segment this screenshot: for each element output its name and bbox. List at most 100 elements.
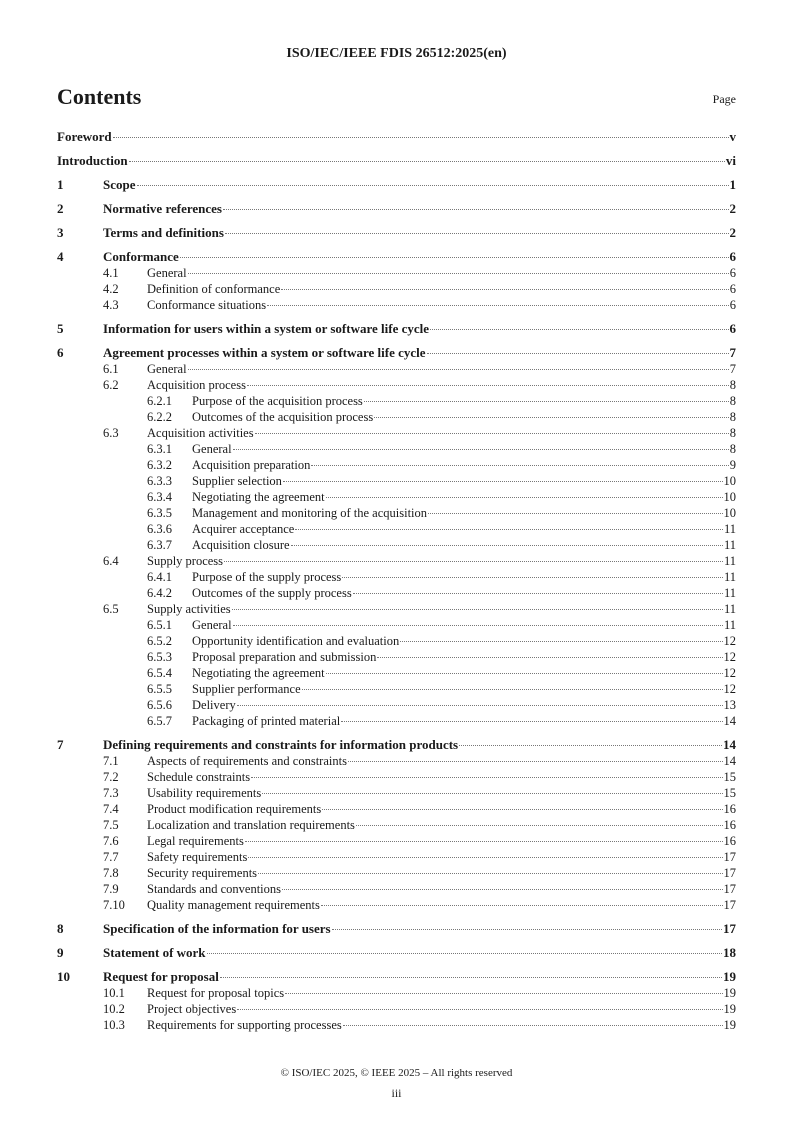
toc-entry[interactable]: 6.5.2 Opportunity identification and eval… [57,633,736,649]
toc-entry[interactable]: 1 Scope 1 [57,177,736,193]
toc-entry-page[interactable]: 11 [723,522,736,536]
toc-entry[interactable]: 6.2.2 Outcomes of the acquisition process… [57,409,736,425]
toc-entry-page[interactable]: 11 [723,570,736,584]
toc-entry[interactable]: 6.5.5 Supplier performance 12 [57,681,736,697]
toc-entry-title[interactable]: Management and monitoring of the acquisi… [192,506,428,520]
toc-entry[interactable]: 7.5 Localization and translation requirem… [57,817,736,833]
toc-entry-page[interactable]: vi [725,153,736,168]
toc-entry-page[interactable]: 19 [723,1002,737,1016]
toc-entry-title[interactable]: Product modification requirements [147,802,322,816]
toc-entry-title[interactable]: Information for users within a system or… [103,321,430,336]
toc-entry-page[interactable]: 17 [723,921,736,936]
toc-entry-page[interactable]: 6 [729,249,737,264]
toc-entry-page[interactable]: 17 [723,882,737,896]
toc-entry-title[interactable]: Supplier selection [192,474,282,488]
toc-entry[interactable]: 7.6 Legal requirements 16 [57,833,736,849]
toc-entry-title[interactable]: Opportunity identification and evaluatio… [192,634,400,648]
toc-entry-title[interactable]: Supply process [147,554,224,568]
toc-entry[interactable]: 4.3 Conformance situations 6 [57,297,736,313]
toc-entry-page[interactable]: 2 [729,225,737,240]
toc-entry[interactable]: Foreword v [57,129,736,145]
toc-entry-page[interactable]: 19 [723,986,737,1000]
toc-entry[interactable]: 6.5.3 Proposal preparation and submission… [57,649,736,665]
toc-entry-title[interactable]: Acquisition process [147,378,246,392]
toc-entry[interactable]: 8 Specification of the information for us… [57,921,736,937]
toc-entry-page[interactable]: 8 [729,394,736,408]
toc-entry-page[interactable]: 13 [723,698,737,712]
toc-entry-title[interactable]: Agreement processes within a system or s… [103,345,426,360]
toc-entry-page[interactable]: 11 [723,618,736,632]
toc-entry-page[interactable]: 19 [723,969,736,984]
toc-entry-title[interactable]: Schedule constraints [147,770,251,784]
toc-entry-page[interactable]: 8 [729,378,736,392]
toc-entry[interactable]: 4.2 Definition of conformance 6 [57,281,736,297]
toc-entry-page[interactable]: 8 [729,442,736,456]
toc-entry-title[interactable]: Foreword [57,129,112,144]
toc-entry-title[interactable]: Acquisition activities [147,426,254,440]
toc-entry[interactable]: 6.3 Acquisition activities 8 [57,425,736,441]
toc-entry-title[interactable]: General [192,442,232,456]
toc-entry-page[interactable]: 2 [729,201,737,216]
toc-entry-page[interactable]: 6 [729,282,736,296]
toc-entry-page[interactable]: 16 [723,834,737,848]
toc-entry-title[interactable]: Terms and definitions [103,225,224,240]
toc-entry-page[interactable]: 12 [723,666,737,680]
toc-entry-title[interactable]: Delivery [192,698,236,712]
toc-entry-page[interactable]: 17 [723,866,737,880]
toc-entry-title[interactable]: Scope [103,177,136,192]
toc-entry-title[interactable]: Security requirements [147,866,258,880]
toc-entry-page[interactable]: v [729,129,737,144]
toc-entry-page[interactable]: 15 [723,770,737,784]
toc-entry[interactable]: 10.1 Request for proposal topics 19 [57,985,736,1001]
toc-entry[interactable]: 6.3.1 General 8 [57,441,736,457]
toc-entry-title[interactable]: Conformance [103,249,179,264]
toc-entry-page[interactable]: 8 [729,410,736,424]
toc-entry[interactable]: 7.1 Aspects of requirements and constrain… [57,753,736,769]
toc-entry-page[interactable]: 12 [723,650,737,664]
toc-entry-title[interactable]: Conformance situations [147,298,267,312]
toc-entry[interactable]: 6.3.6 Acquirer acceptance 11 [57,521,736,537]
toc-entry-page[interactable]: 12 [723,634,737,648]
toc-entry-title[interactable]: Negotiating the agreement [192,490,325,504]
toc-entry[interactable]: 7.3 Usability requirements 15 [57,785,736,801]
toc-entry[interactable]: 7 Defining requirements and constraints f… [57,737,736,753]
toc-entry[interactable]: 6.3.2 Acquisition preparation 9 [57,457,736,473]
toc-entry[interactable]: 6.4.2 Outcomes of the supply process 11 [57,585,736,601]
toc-entry[interactable]: 6.5.4 Negotiating the agreement 12 [57,665,736,681]
toc-entry-title[interactable]: Defining requirements and constraints fo… [103,737,459,752]
toc-entry-title[interactable]: Proposal preparation and submission [192,650,377,664]
toc-entry[interactable]: 6.5.6 Delivery 13 [57,697,736,713]
toc-entry[interactable]: 6.2 Acquisition process 8 [57,377,736,393]
toc-entry-page[interactable]: 10 [723,474,737,488]
toc-entry-page[interactable]: 16 [723,802,737,816]
toc-entry[interactable]: 7.2 Schedule constraints 15 [57,769,736,785]
toc-entry[interactable]: 7.8 Security requirements 17 [57,865,736,881]
toc-entry-title[interactable]: Definition of conformance [147,282,281,296]
toc-entry[interactable]: 7.7 Safety requirements 17 [57,849,736,865]
toc-entry-page[interactable]: 15 [723,786,737,800]
toc-entry[interactable]: 4 Conformance 6 [57,249,736,265]
toc-entry-title[interactable]: General [192,618,232,632]
toc-entry[interactable]: 7.4 Product modification requirements 16 [57,801,736,817]
toc-entry-page[interactable]: 12 [723,682,737,696]
toc-entry-page[interactable]: 17 [723,850,737,864]
toc-entry-page[interactable]: 9 [729,458,736,472]
toc-entry[interactable]: 10 Request for proposal 19 [57,969,736,985]
toc-entry[interactable]: 6.4.1 Purpose of the supply process 11 [57,569,736,585]
toc-entry-title[interactable]: Legal requirements [147,834,244,848]
toc-entry-page[interactable]: 11 [723,538,736,552]
toc-entry-page[interactable]: 19 [723,1018,737,1032]
toc-entry[interactable]: 6.4 Supply process 11 [57,553,736,569]
toc-entry-title[interactable]: Project objectives [147,1002,237,1016]
toc-entry-title[interactable]: Outcomes of the supply process [192,586,352,600]
toc-entry-title[interactable]: Requirements for supporting processes [147,1018,342,1032]
toc-entry[interactable]: 5 Information for users within a system o… [57,321,736,337]
toc-entry[interactable]: 6.5.7 Packaging of printed material 14 [57,713,736,729]
toc-entry[interactable]: 3 Terms and definitions 2 [57,225,736,241]
toc-entry-page[interactable]: 16 [723,818,737,832]
toc-entry[interactable]: 6.3.4 Negotiating the agreement 10 [57,489,736,505]
toc-entry-title[interactable]: Localization and translation requirement… [147,818,355,832]
toc-entry-title[interactable]: Supplier performance [192,682,301,696]
toc-entry[interactable]: 6.3.3 Supplier selection 10 [57,473,736,489]
toc-entry[interactable]: 2 Normative references 2 [57,201,736,217]
